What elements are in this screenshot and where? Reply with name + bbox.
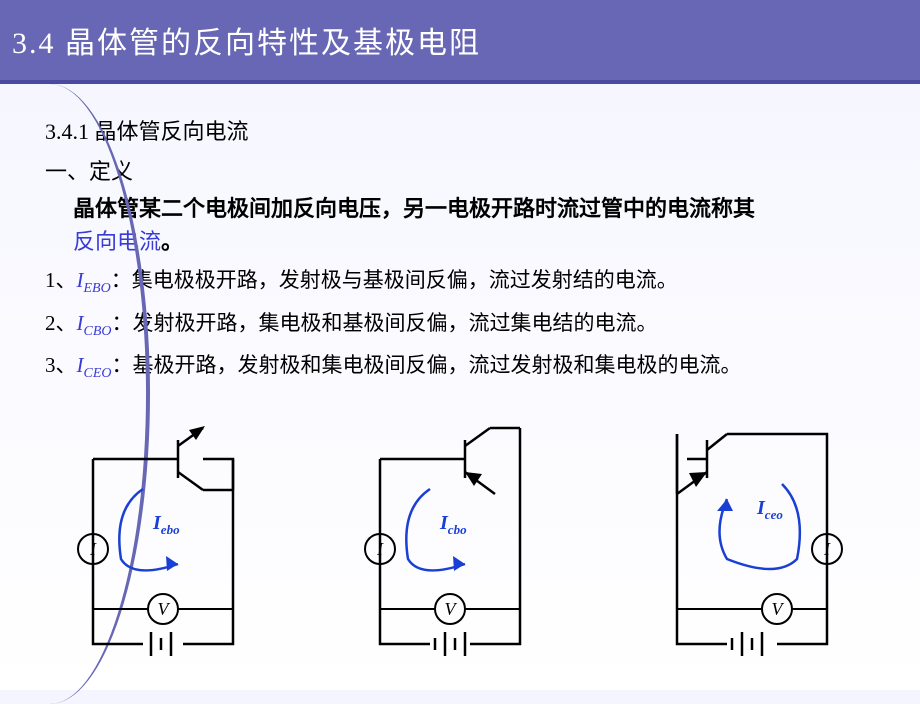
item-3-sub: CEO (84, 366, 112, 381)
item-1-sym: I (77, 268, 84, 292)
item-2-text: ：发射极开路，集电极和基极间反偏，流过集电结的电流。 (112, 311, 658, 335)
circuit-icbo: I V Icbo (350, 414, 570, 674)
definition-highlight: 反向电流 (73, 229, 161, 254)
item-1-sub: EBO (84, 281, 111, 296)
circuit-iebo: I V Iebo (63, 414, 283, 674)
circuit-diagrams-row: I V Iebo (0, 414, 920, 674)
circuit-iceo: I V Iceo (637, 414, 857, 674)
item-2-sub: CBO (84, 324, 112, 339)
slide-header: 3.4 晶体管的反向特性及基极电阻 (0, 0, 920, 84)
slide-content: 3.4.1 晶体管反向电流 一、定义 晶体管某二个电极间加反向电压，另一电极开路… (0, 84, 920, 386)
current-label-iebo: Iebo (152, 512, 180, 537)
subsection-heading: 3.4.1 晶体管反向电流 (45, 114, 890, 146)
ammeter-label: I (823, 539, 831, 559)
slide-title: 3.4 晶体管的反向特性及基极电阻 (12, 18, 481, 62)
voltmeter-label: V (771, 599, 784, 619)
item-1-text: ：集电极极开路，发射极与基极间反偏，流过发射结的电流。 (111, 268, 678, 292)
definition-label: 一、定义 (45, 154, 890, 186)
item-3-sym: I (77, 353, 84, 377)
definition-punct: 。 (161, 229, 183, 254)
item-1: 1、IEBO：集电极极开路，发射极与基极间反偏，流过发射结的电流。 (45, 264, 890, 301)
ammeter-label: I (376, 539, 384, 559)
current-label-icbo: Icbo (439, 512, 467, 537)
item-3-num: 3、 (45, 353, 77, 377)
definition-body: 晶体管某二个电极间加反向电压，另一电极开路时流过管中的电流称其 反向电流。 (73, 192, 890, 258)
item-3-text: ：基极开路，发射极和集电极间反偏，流过发射极和集电极的电流。 (112, 353, 742, 377)
item-2-num: 2、 (45, 311, 77, 335)
definition-text: 晶体管某二个电极间加反向电压，另一电极开路时流过管中的电流称其 (73, 196, 755, 221)
voltmeter-label: V (158, 599, 171, 619)
item-2-sym: I (77, 311, 84, 335)
current-label-iceo: Iceo (756, 497, 783, 522)
item-1-num: 1、 (45, 268, 77, 292)
subsection-number: 3.4.1 (45, 119, 89, 144)
voltmeter-label: V (444, 599, 457, 619)
subsection-title-text: 晶体管反向电流 (95, 119, 249, 144)
item-2: 2、ICBO：发射极开路，集电极和基极间反偏，流过集电结的电流。 (45, 307, 890, 344)
ammeter-label: I (89, 539, 97, 559)
item-3: 3、ICEO：基极开路，发射极和集电极间反偏，流过发射极和集电极的电流。 (45, 349, 890, 386)
